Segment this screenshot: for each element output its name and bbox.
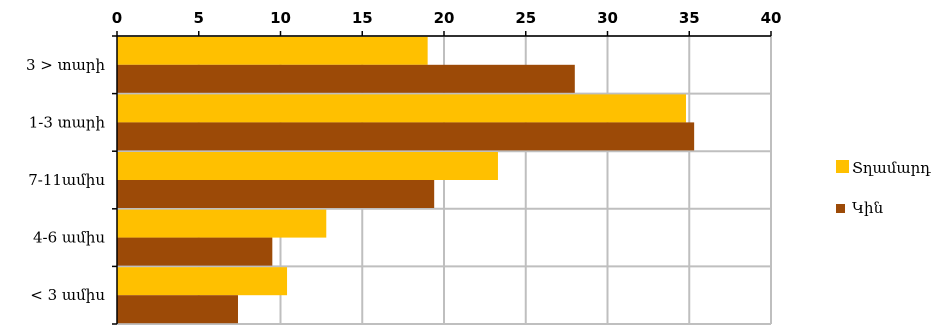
legend: Տղամարդ Կին [836, 159, 931, 217]
bar [117, 152, 498, 180]
bar [117, 295, 238, 324]
x-tick-label: 15 [352, 9, 373, 27]
y-tick-label: < 3 ամիս [30, 286, 105, 304]
bar [117, 64, 575, 93]
legend-swatch [836, 160, 849, 173]
bar [117, 180, 435, 208]
x-tick-label: 40 [761, 9, 782, 27]
x-tick-label: 0 [112, 9, 122, 27]
axes [112, 31, 772, 325]
y-tick-labels: 3 > տարի 1-3 տարի 7-11ամիս 4-6 ամիս < 3 ամիս [26, 56, 105, 304]
legend-label: Կին [852, 199, 884, 217]
x-tick-label: 10 [270, 9, 291, 27]
y-tick-label: 7-11ամիս [28, 171, 105, 189]
gridlines [117, 35, 772, 325]
bars [117, 36, 695, 324]
x-tick-label: 20 [434, 9, 455, 27]
bar [117, 267, 288, 296]
bar [117, 237, 273, 266]
bar [117, 94, 686, 123]
x-tick-label: 5 [194, 9, 204, 27]
x-tick-label: 35 [679, 9, 700, 27]
bar [117, 209, 327, 238]
y-tick-label: 3 > տարի [26, 56, 105, 74]
x-tick-label: 30 [597, 9, 618, 27]
legend-swatch [836, 204, 845, 213]
x-tick-label: 25 [515, 9, 536, 27]
y-tick-label: 1-3 տարի [29, 113, 106, 131]
bar [117, 36, 428, 65]
legend-label: Տղամարդ [852, 159, 931, 177]
y-tick-label: 4-6 ամիս [33, 229, 105, 247]
bar [117, 122, 695, 151]
x-tick-labels: 0 5 10 15 20 25 30 35 40 [112, 9, 782, 27]
